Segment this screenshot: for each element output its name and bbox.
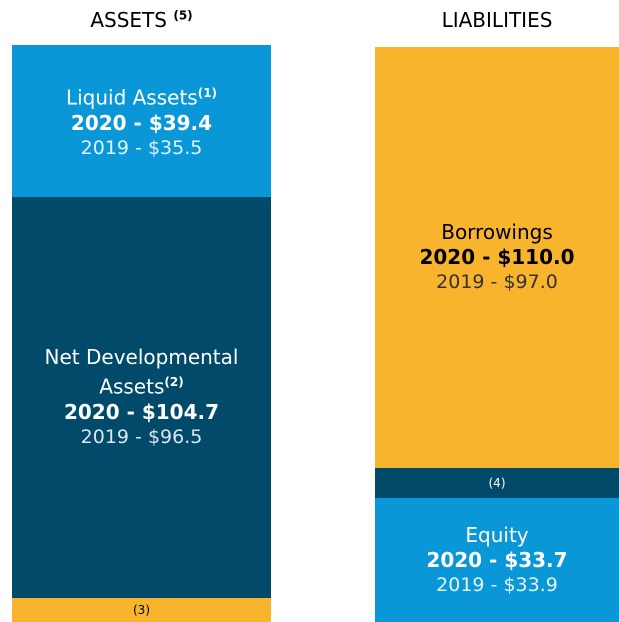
label: Assets (99, 374, 165, 399)
current: 2020 - $110.0 (419, 245, 575, 269)
other-assets: (3) (12, 598, 271, 622)
label: Net Developmental (44, 345, 239, 370)
note: (2) (164, 375, 184, 390)
label: Liquid Assets (65, 85, 198, 110)
prior: 2019 - $97.0 (436, 271, 558, 293)
title: LIABILITIES (441, 8, 553, 32)
title: ASSETS (90, 8, 167, 32)
current: 2020 - $104.7 (63, 399, 220, 424)
borrowings: Borrowings 2020 - $110.0 2019 - $97.0 (375, 47, 619, 468)
liquid-assets: Liquid Assets(1) 2020 - $39.4 2019 - $35… (12, 45, 271, 197)
note: (5) (173, 8, 193, 23)
note: (3) (133, 603, 150, 617)
current: 2020 - $33.7 (426, 547, 568, 572)
note: (4) (488, 476, 506, 490)
label: Borrowings (441, 220, 553, 244)
assets-header: ASSETS (5) (12, 8, 271, 32)
current: 2020 - $39.4 (70, 110, 213, 135)
prior: 2019 - $35.5 (80, 136, 203, 159)
liabilities-header: LIABILITIES (375, 8, 619, 32)
equity: Equity 2020 - $33.7 2019 - $33.9 (375, 498, 619, 622)
note: (1) (197, 86, 218, 101)
net-developmental-assets: Net Developmental Assets(2) 2020 - $104.… (12, 197, 271, 598)
other-liabilities: (4) (375, 468, 619, 498)
prior: 2019 - $96.5 (80, 425, 203, 448)
label: Equity (465, 522, 529, 547)
prior: 2019 - $33.9 (436, 573, 558, 596)
